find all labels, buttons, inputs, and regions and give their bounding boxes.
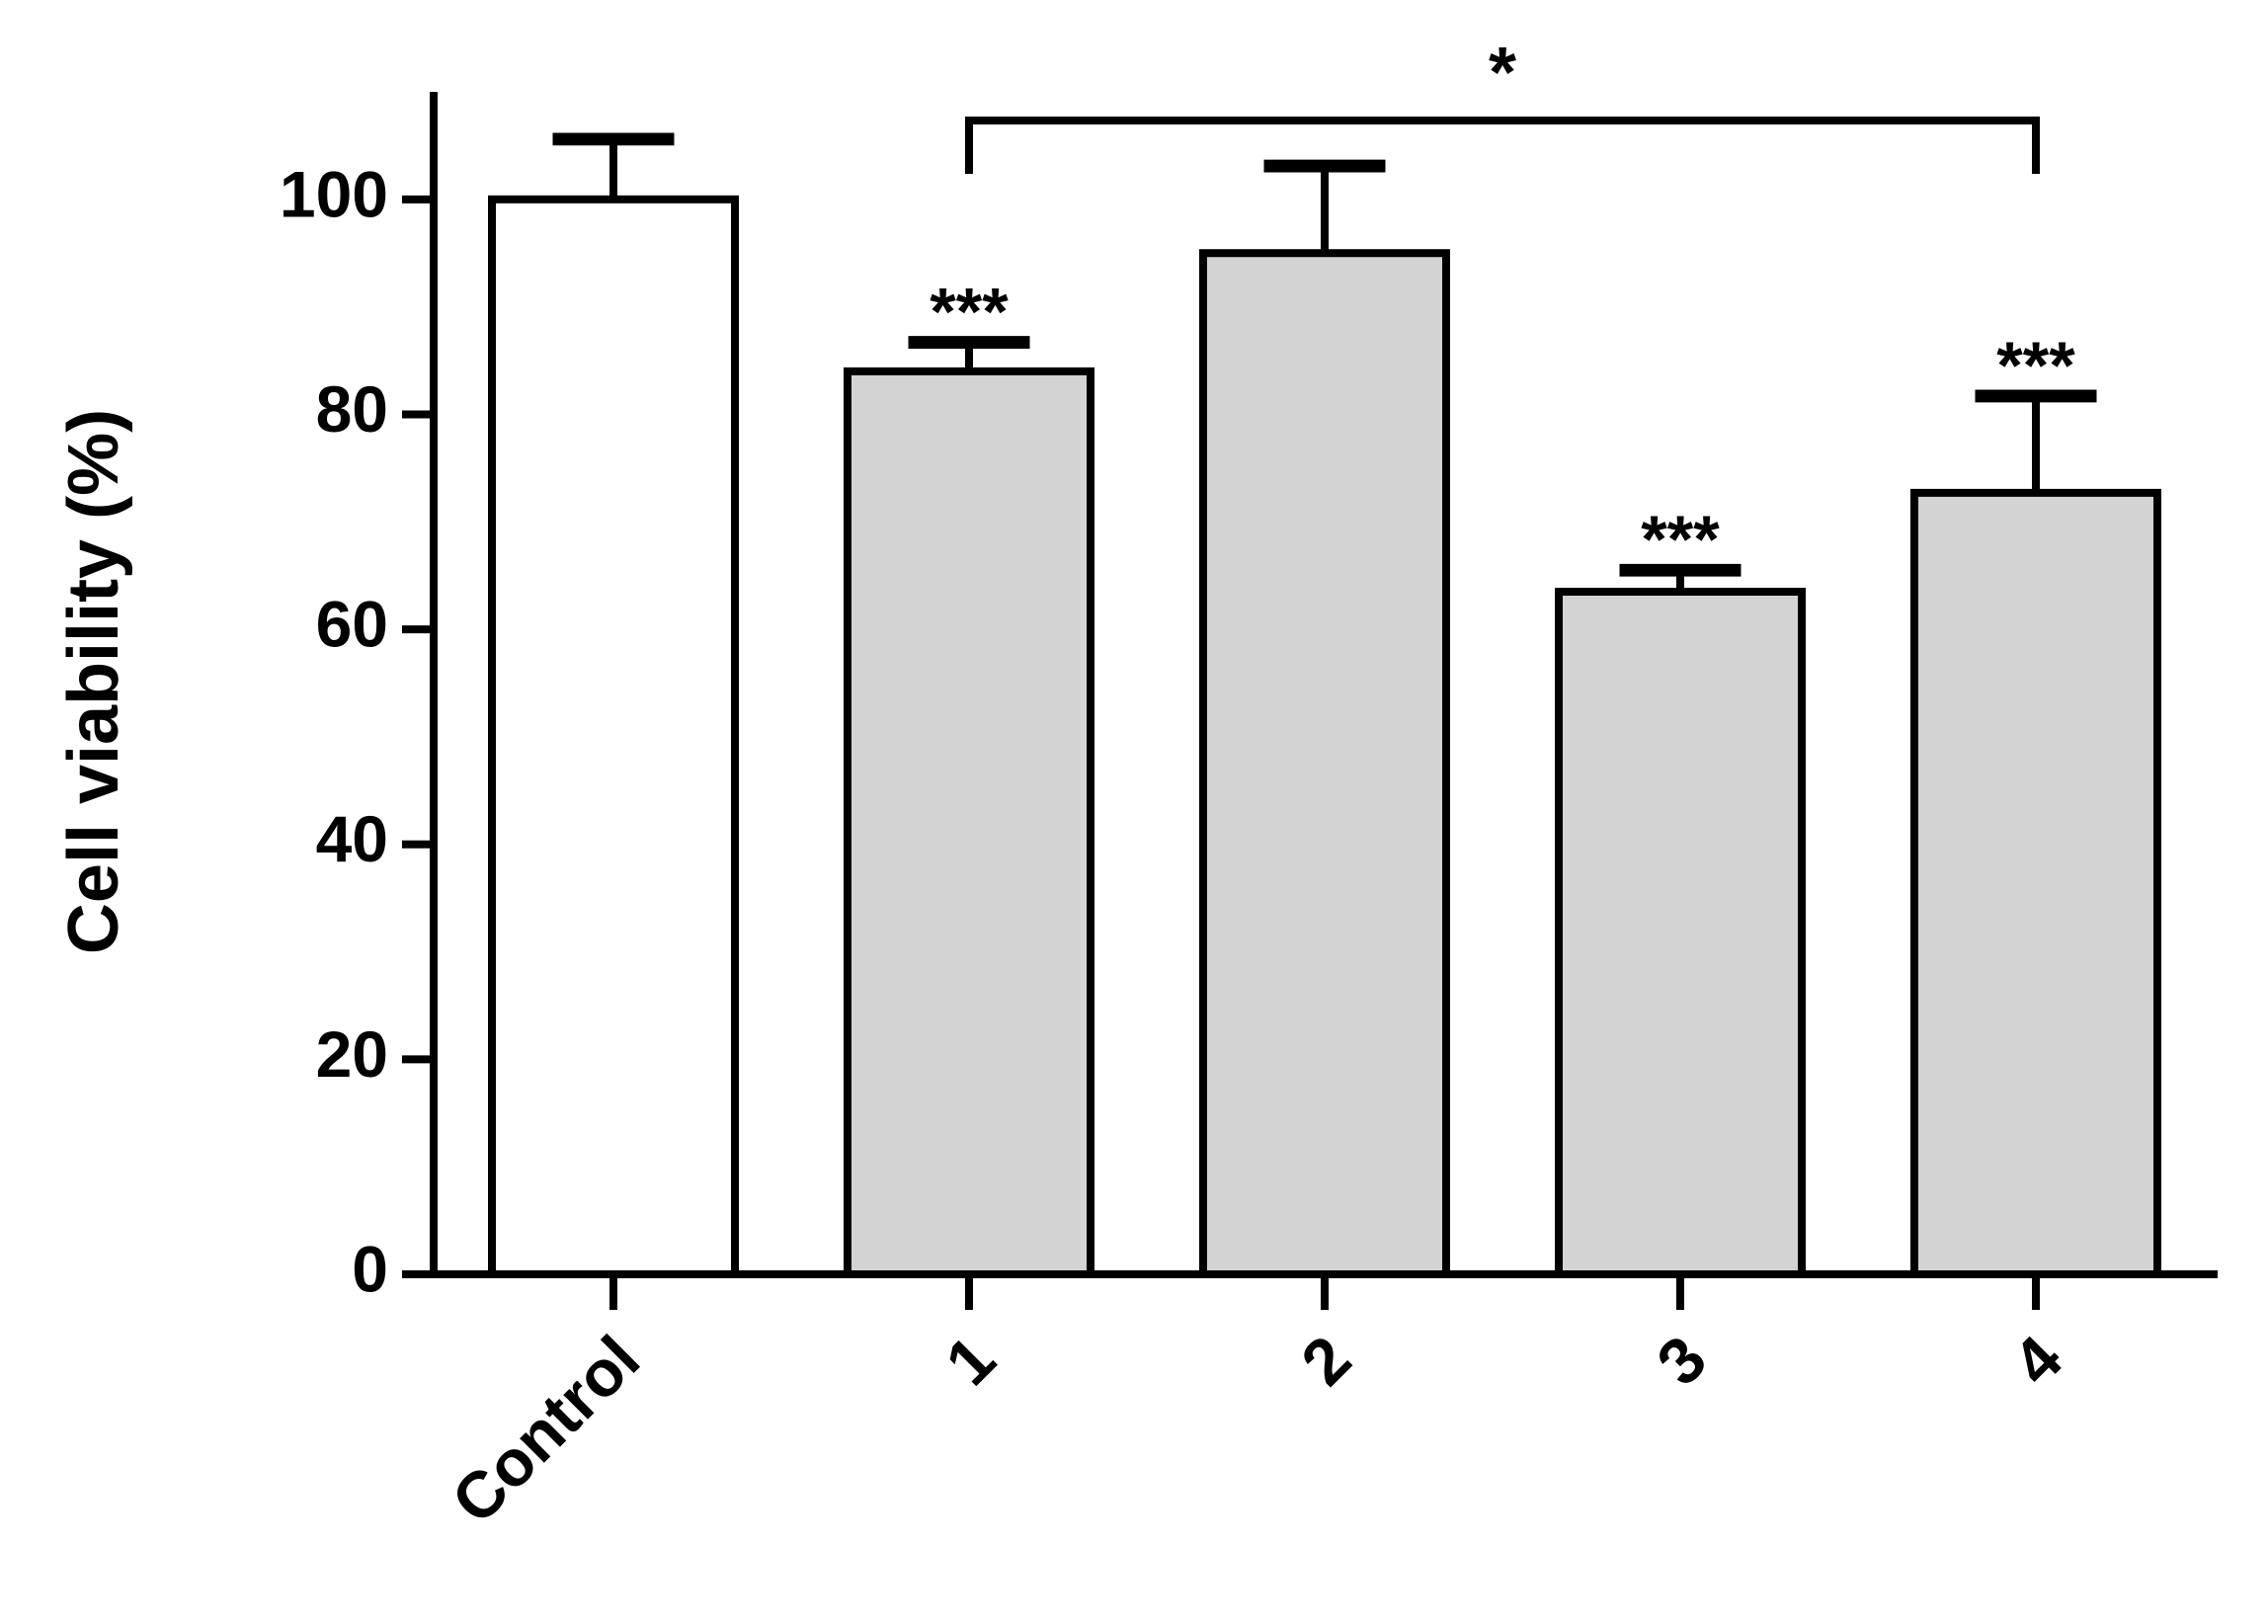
y-axis-label: Cell viability (%) [54,409,133,954]
bar [1199,249,1450,1278]
significance-label: *** [1996,328,2075,403]
x-tick-label: Control [438,1322,653,1537]
x-tick-label: 4 [1998,1322,2075,1399]
y-tick-label: 0 [352,1232,388,1305]
y-tick-label: 60 [316,588,388,661]
significance-label: *** [1641,502,1720,577]
y-tick-label: 20 [316,1017,388,1091]
x-tick-label: 3 [1643,1322,1720,1399]
bar [1910,488,2161,1278]
bar [1555,588,1806,1278]
y-tick-label: 40 [316,802,388,875]
x-tick-label: 2 [1287,1322,1364,1399]
y-tick-label: 80 [316,372,388,446]
bar [488,195,739,1278]
bar [844,366,1094,1279]
bracket-label: * [1489,34,1516,113]
significance-bracket [965,117,2040,174]
y-tick-label: 100 [280,157,388,230]
x-tick-label: 1 [932,1322,1009,1399]
significance-label: *** [930,275,1009,350]
